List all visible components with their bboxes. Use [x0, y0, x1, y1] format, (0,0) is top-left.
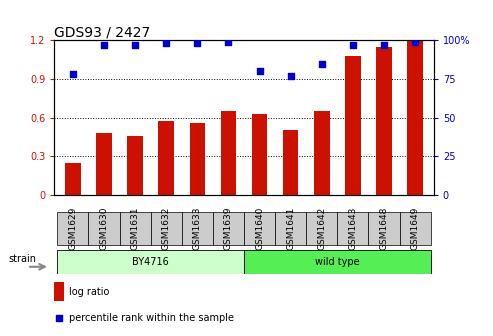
- Text: GSM1640: GSM1640: [255, 207, 264, 250]
- Text: GSM1642: GSM1642: [317, 207, 326, 250]
- Text: percentile rank within the sample: percentile rank within the sample: [69, 313, 234, 323]
- Point: [411, 39, 419, 45]
- Bar: [182, 212, 213, 245]
- Bar: [252, 114, 267, 195]
- Text: GSM1633: GSM1633: [193, 207, 202, 250]
- Bar: [400, 212, 431, 245]
- Point: [318, 61, 326, 66]
- Bar: [376, 47, 392, 195]
- Point: [162, 41, 170, 46]
- Bar: [151, 212, 182, 245]
- Point: [224, 39, 232, 45]
- Bar: [221, 111, 236, 195]
- Text: GSM1631: GSM1631: [131, 207, 140, 250]
- Point: [349, 42, 357, 48]
- Point: [193, 41, 201, 46]
- Bar: [337, 212, 368, 245]
- Bar: [65, 163, 81, 195]
- Bar: [190, 123, 205, 195]
- Bar: [345, 56, 361, 195]
- Bar: [275, 212, 306, 245]
- Point: [100, 42, 108, 48]
- Text: wild type: wild type: [315, 257, 360, 267]
- Point: [69, 72, 77, 77]
- Bar: [120, 212, 151, 245]
- Text: GSM1639: GSM1639: [224, 207, 233, 250]
- Point: [287, 73, 295, 79]
- Bar: [57, 250, 244, 274]
- Text: GSM1629: GSM1629: [69, 207, 77, 250]
- Text: GSM1643: GSM1643: [349, 207, 357, 250]
- Text: GSM1649: GSM1649: [411, 207, 420, 250]
- Bar: [158, 122, 174, 195]
- Bar: [244, 212, 275, 245]
- Text: GSM1648: GSM1648: [380, 207, 388, 250]
- Text: GSM1630: GSM1630: [100, 207, 108, 250]
- Point: [55, 315, 63, 321]
- Bar: [368, 212, 400, 245]
- Bar: [213, 212, 244, 245]
- Bar: [283, 130, 298, 195]
- Point: [256, 69, 264, 74]
- Bar: [57, 212, 88, 245]
- Text: GSM1632: GSM1632: [162, 207, 171, 250]
- Point: [380, 42, 388, 48]
- Point: [131, 42, 139, 48]
- Text: BY4716: BY4716: [132, 257, 169, 267]
- Bar: [54, 282, 64, 301]
- Bar: [314, 111, 330, 195]
- Bar: [88, 212, 120, 245]
- Bar: [244, 250, 431, 274]
- Bar: [306, 212, 337, 245]
- Bar: [127, 136, 143, 195]
- Bar: [407, 40, 423, 195]
- Text: log ratio: log ratio: [69, 287, 109, 297]
- Text: strain: strain: [8, 254, 36, 263]
- Text: GSM1641: GSM1641: [286, 207, 295, 250]
- Text: GDS93 / 2427: GDS93 / 2427: [54, 25, 150, 39]
- Bar: [96, 133, 112, 195]
